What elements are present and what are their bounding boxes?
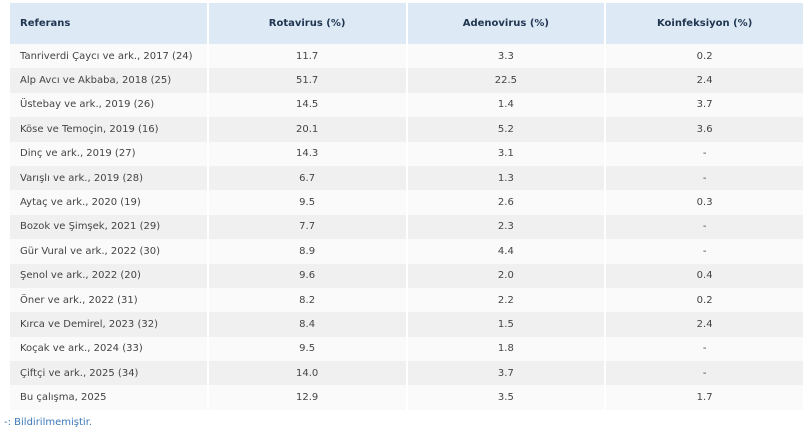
table-cell: Tanriverdi Çaycı ve ark., 2017 (24) <box>8 44 209 69</box>
table-cell: 12.9 <box>206 385 408 410</box>
header-cell: Koinfeksiyon (%) <box>604 3 805 44</box>
table-cell: 22.5 <box>405 68 607 93</box>
table-cell: Üstebay ve ark., 2019 (26) <box>8 92 209 118</box>
table-row: Dinç ve ark., 2019 (27) 14.3 3.1- <box>8 141 805 166</box>
table-cell: Bozok ve Şimşek, 2021 (29) <box>8 214 209 240</box>
table-row: Alp Avcı ve Akbaba, 2018 (25) 51.7 22.5 2.4 <box>8 68 805 93</box>
header-cell: Referans <box>8 3 209 44</box>
header-row: Referans Rotavirus (%) Adenovirus (%) Koinf… <box>8 3 805 44</box>
table-row: Şenol ve ark., 2022 (20) 9.6 2.0 0.4 <box>8 263 805 288</box>
table-cell: 7.7 <box>206 214 408 240</box>
table-cell: 9.6 <box>206 263 408 288</box>
table-cell: - <box>604 141 805 166</box>
table-row: Varışlı ve ark., 2019 (28) 6.7 1.3- <box>8 165 805 191</box>
table-cell: 3.6 <box>604 117 805 142</box>
header-cell: Rotavirus (%) <box>206 3 408 44</box>
table-cell: 20.1 <box>206 117 408 142</box>
table-cell: 1.7 <box>604 385 805 410</box>
table-cell: 3.7 <box>405 361 607 386</box>
table-cell: Şenol ve ark., 2022 (20) <box>8 263 209 288</box>
table-cell: Çiftçi ve ark., 2025 (34) <box>8 361 209 386</box>
table-cell: 2.4 <box>604 312 805 337</box>
table-row: Köse ve Temoçin, 2019 (16) 20.1 5.2 3.6 <box>8 117 805 142</box>
table-cell: 8.4 <box>206 312 408 337</box>
table-cell: - <box>604 165 805 191</box>
table-head: Referans Rotavirus (%) Adenovirus (%) Koinf… <box>8 3 805 44</box>
table-row: Bu çalışma, 2025 12.9 3.5 1.7 <box>8 385 805 410</box>
table-cell: Gür Vural ve ark., 2022 (30) <box>8 239 209 264</box>
table-row: Kırca ve Demirel, 2023 (32) 8.4 1.5 2.4 <box>8 312 805 337</box>
table-cell: 2.0 <box>405 263 607 288</box>
table-cell: Aytaç ve ark., 2020 (19) <box>8 190 209 215</box>
table-cell: Bu çalışma, 2025 <box>8 385 209 410</box>
table-row: Üstebay ve ark., 2019 (26) 14.5 1.4 3.7 <box>8 92 805 118</box>
table-cell: Alp Avcı ve Akbaba, 2018 (25) <box>8 68 209 93</box>
table-cell: 8.2 <box>206 287 408 313</box>
footnote: -: Bildirilmemiştir. <box>4 417 93 428</box>
table-cell: 1.5 <box>405 312 607 337</box>
table-cell: 1.4 <box>405 92 607 118</box>
table-cell: 5.2 <box>405 117 607 142</box>
table-row: Aytaç ve ark., 2020 (19) 9.5 2.6 0.3 <box>8 190 805 215</box>
table-row: Çiftçi ve ark., 2025 (34) 14.0 3.7- <box>8 361 805 386</box>
table-cell: 3.7 <box>604 92 805 118</box>
table-cell: 0.2 <box>604 44 805 69</box>
table-cell: 2.4 <box>604 68 805 93</box>
data-table: Referans Rotavirus (%) Adenovirus (%) Koinf… <box>8 3 805 410</box>
table-cell: - <box>604 361 805 386</box>
table-cell: 4.4 <box>405 239 607 264</box>
table-cell: - <box>604 239 805 264</box>
header-cell: Adenovirus (%) <box>405 3 607 44</box>
table-cell: 3.5 <box>405 385 607 410</box>
table-cell: 2.3 <box>405 214 607 240</box>
table-cell: 2.6 <box>405 190 607 215</box>
table-cell: 2.2 <box>405 287 607 313</box>
table-cell: 6.7 <box>206 165 408 191</box>
table-cell: Öner ve ark., 2022 (31) <box>8 287 209 313</box>
table-row: Gür Vural ve ark., 2022 (30) 8.9 4.4- <box>8 239 805 264</box>
table-cell: 14.3 <box>206 141 408 166</box>
table-cell: 9.5 <box>206 190 408 215</box>
table-cell: 1.3 <box>405 165 607 191</box>
table-row: Koçak ve ark., 2024 (33) 9.5 1.8- <box>8 336 805 362</box>
table-cell: - <box>604 336 805 362</box>
table-cell: 9.5 <box>206 336 408 362</box>
table-cell: 14.0 <box>206 361 408 386</box>
table-cell: Varışlı ve ark., 2019 (28) <box>8 165 209 191</box>
table-cell: 1.8 <box>405 336 607 362</box>
table-cell: 11.7 <box>206 44 408 69</box>
table-body: Tanriverdi Çaycı ve ark., 2017 (24) 11.7 3… <box>8 44 805 410</box>
table-cell: 3.3 <box>405 44 607 69</box>
table-cell: 0.3 <box>604 190 805 215</box>
table-row: Öner ve ark., 2022 (31) 8.2 2.2 0.2 <box>8 287 805 313</box>
table-cell: Dinç ve ark., 2019 (27) <box>8 141 209 166</box>
table-row: Bozok ve Şimşek, 2021 (29) 7.7 2.3- <box>8 214 805 240</box>
table-cell: 8.9 <box>206 239 408 264</box>
table-cell: 14.5 <box>206 92 408 118</box>
table-cell: 0.4 <box>604 263 805 288</box>
table-cell: 51.7 <box>206 68 408 93</box>
table-cell: Koçak ve ark., 2024 (33) <box>8 336 209 362</box>
table-cell: - <box>604 214 805 240</box>
table-cell: Köse ve Temoçin, 2019 (16) <box>8 117 209 142</box>
table-cell: 3.1 <box>405 141 607 166</box>
table-row: Tanriverdi Çaycı ve ark., 2017 (24) 11.7 3… <box>8 44 805 69</box>
table-cell: 0.2 <box>604 287 805 313</box>
table-cell: Kırca ve Demirel, 2023 (32) <box>8 312 209 337</box>
